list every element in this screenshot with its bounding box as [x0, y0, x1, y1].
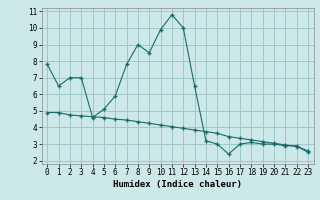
X-axis label: Humidex (Indice chaleur): Humidex (Indice chaleur) [113, 180, 242, 189]
